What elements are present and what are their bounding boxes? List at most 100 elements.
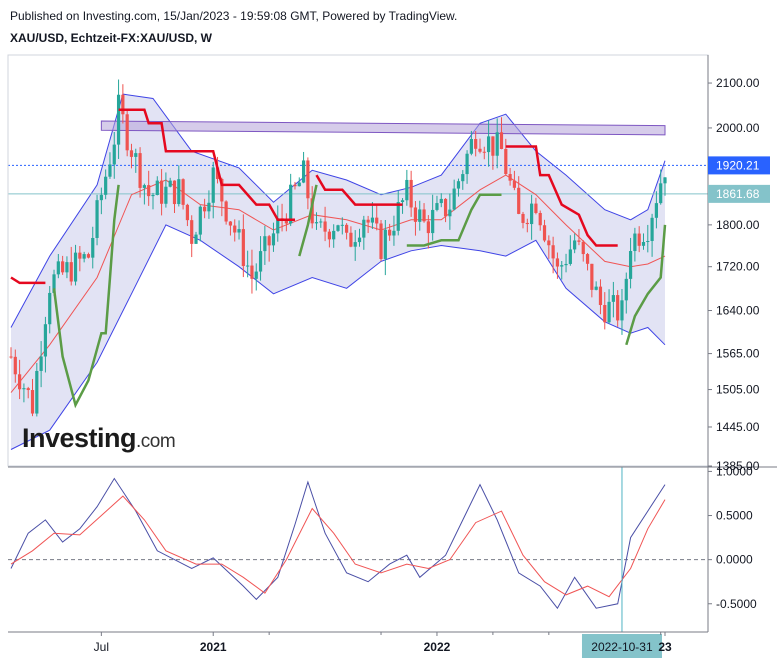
candle[interactable] xyxy=(659,169,663,205)
candle[interactable] xyxy=(646,224,650,253)
candle[interactable] xyxy=(357,228,362,247)
candle[interactable] xyxy=(228,221,233,236)
resistance-channel[interactable] xyxy=(100,120,666,136)
candle[interactable] xyxy=(198,205,202,242)
candle[interactable] xyxy=(129,143,134,169)
candle[interactable] xyxy=(116,79,121,159)
candle[interactable] xyxy=(327,228,331,248)
candle[interactable] xyxy=(499,117,504,150)
candle[interactable] xyxy=(435,195,439,212)
candle[interactable] xyxy=(203,198,207,219)
candle[interactable] xyxy=(246,250,250,278)
candle[interactable] xyxy=(478,138,482,154)
candle[interactable] xyxy=(271,222,276,252)
candle[interactable] xyxy=(112,131,116,179)
candle[interactable] xyxy=(624,272,628,314)
candle[interactable] xyxy=(323,206,327,242)
candle[interactable] xyxy=(237,220,241,240)
candle[interactable] xyxy=(396,190,400,236)
candle[interactable] xyxy=(452,179,456,211)
candle[interactable] xyxy=(469,130,473,156)
candle[interactable] xyxy=(616,290,620,327)
candle[interactable] xyxy=(73,244,78,286)
candle[interactable] xyxy=(598,279,603,315)
candle[interactable] xyxy=(456,178,461,197)
candle[interactable] xyxy=(530,194,534,240)
candle[interactable] xyxy=(142,183,146,205)
candle[interactable] xyxy=(301,151,306,184)
candle[interactable] xyxy=(443,198,448,223)
candle[interactable] xyxy=(224,200,228,225)
candle[interactable] xyxy=(560,261,564,280)
candle[interactable] xyxy=(336,224,340,232)
candle[interactable] xyxy=(138,147,142,198)
candle[interactable] xyxy=(517,176,521,215)
candle[interactable] xyxy=(340,217,344,235)
candle[interactable] xyxy=(461,170,465,190)
candle[interactable] xyxy=(284,213,288,232)
candle[interactable] xyxy=(590,263,594,298)
price-pane[interactable] xyxy=(8,79,708,450)
candle[interactable] xyxy=(482,146,486,160)
candle[interactable] xyxy=(314,212,319,230)
candle[interactable] xyxy=(61,255,65,275)
candle[interactable] xyxy=(641,233,646,250)
oscillator-pane[interactable] xyxy=(8,467,708,632)
candle[interactable] xyxy=(525,218,529,233)
candle[interactable] xyxy=(99,187,103,215)
candle[interactable] xyxy=(504,138,508,176)
candle[interactable] xyxy=(181,178,185,210)
candle[interactable] xyxy=(465,150,469,184)
candle[interactable] xyxy=(568,235,572,266)
candle[interactable] xyxy=(319,218,323,228)
candle[interactable] xyxy=(48,286,52,334)
candle[interactable] xyxy=(538,210,542,231)
candle[interactable] xyxy=(491,136,495,170)
candle[interactable] xyxy=(241,214,245,278)
candle[interactable] xyxy=(650,213,654,257)
candle[interactable] xyxy=(43,316,48,373)
candle[interactable] xyxy=(422,203,426,223)
candle[interactable] xyxy=(486,120,491,167)
candle[interactable] xyxy=(620,288,624,335)
candle[interactable] xyxy=(190,215,194,258)
candle[interactable] xyxy=(263,225,267,265)
candle[interactable] xyxy=(147,170,151,206)
candle[interactable] xyxy=(9,347,13,359)
candle[interactable] xyxy=(370,202,375,229)
candle[interactable] xyxy=(611,281,615,318)
candle[interactable] xyxy=(555,252,560,279)
candle[interactable] xyxy=(448,193,452,230)
candle[interactable] xyxy=(254,263,258,291)
candle[interactable] xyxy=(388,223,392,241)
candle[interactable] xyxy=(185,203,190,227)
candle[interactable] xyxy=(108,152,112,179)
candle[interactable] xyxy=(637,226,641,253)
candle[interactable] xyxy=(121,84,125,124)
candle[interactable] xyxy=(18,359,22,400)
candle[interactable] xyxy=(431,194,435,241)
candle[interactable] xyxy=(91,226,95,269)
candle[interactable] xyxy=(547,235,551,259)
candle[interactable] xyxy=(306,157,310,210)
candle[interactable] xyxy=(585,252,590,271)
candle[interactable] xyxy=(551,236,555,274)
candle[interactable] xyxy=(82,251,86,263)
candle[interactable] xyxy=(26,386,30,399)
candle[interactable] xyxy=(13,349,17,383)
candle[interactable] xyxy=(375,204,379,231)
candle[interactable] xyxy=(207,190,211,219)
candle[interactable] xyxy=(508,167,512,186)
candle[interactable] xyxy=(542,219,547,243)
candle[interactable] xyxy=(65,256,69,279)
candle[interactable] xyxy=(78,245,82,272)
candle[interactable] xyxy=(332,224,336,248)
candle[interactable] xyxy=(345,223,349,240)
candle[interactable] xyxy=(69,246,73,286)
candle[interactable] xyxy=(233,219,237,242)
candle[interactable] xyxy=(151,192,155,210)
candle[interactable] xyxy=(512,170,517,191)
candle[interactable] xyxy=(86,252,91,259)
candle[interactable] xyxy=(577,229,581,246)
